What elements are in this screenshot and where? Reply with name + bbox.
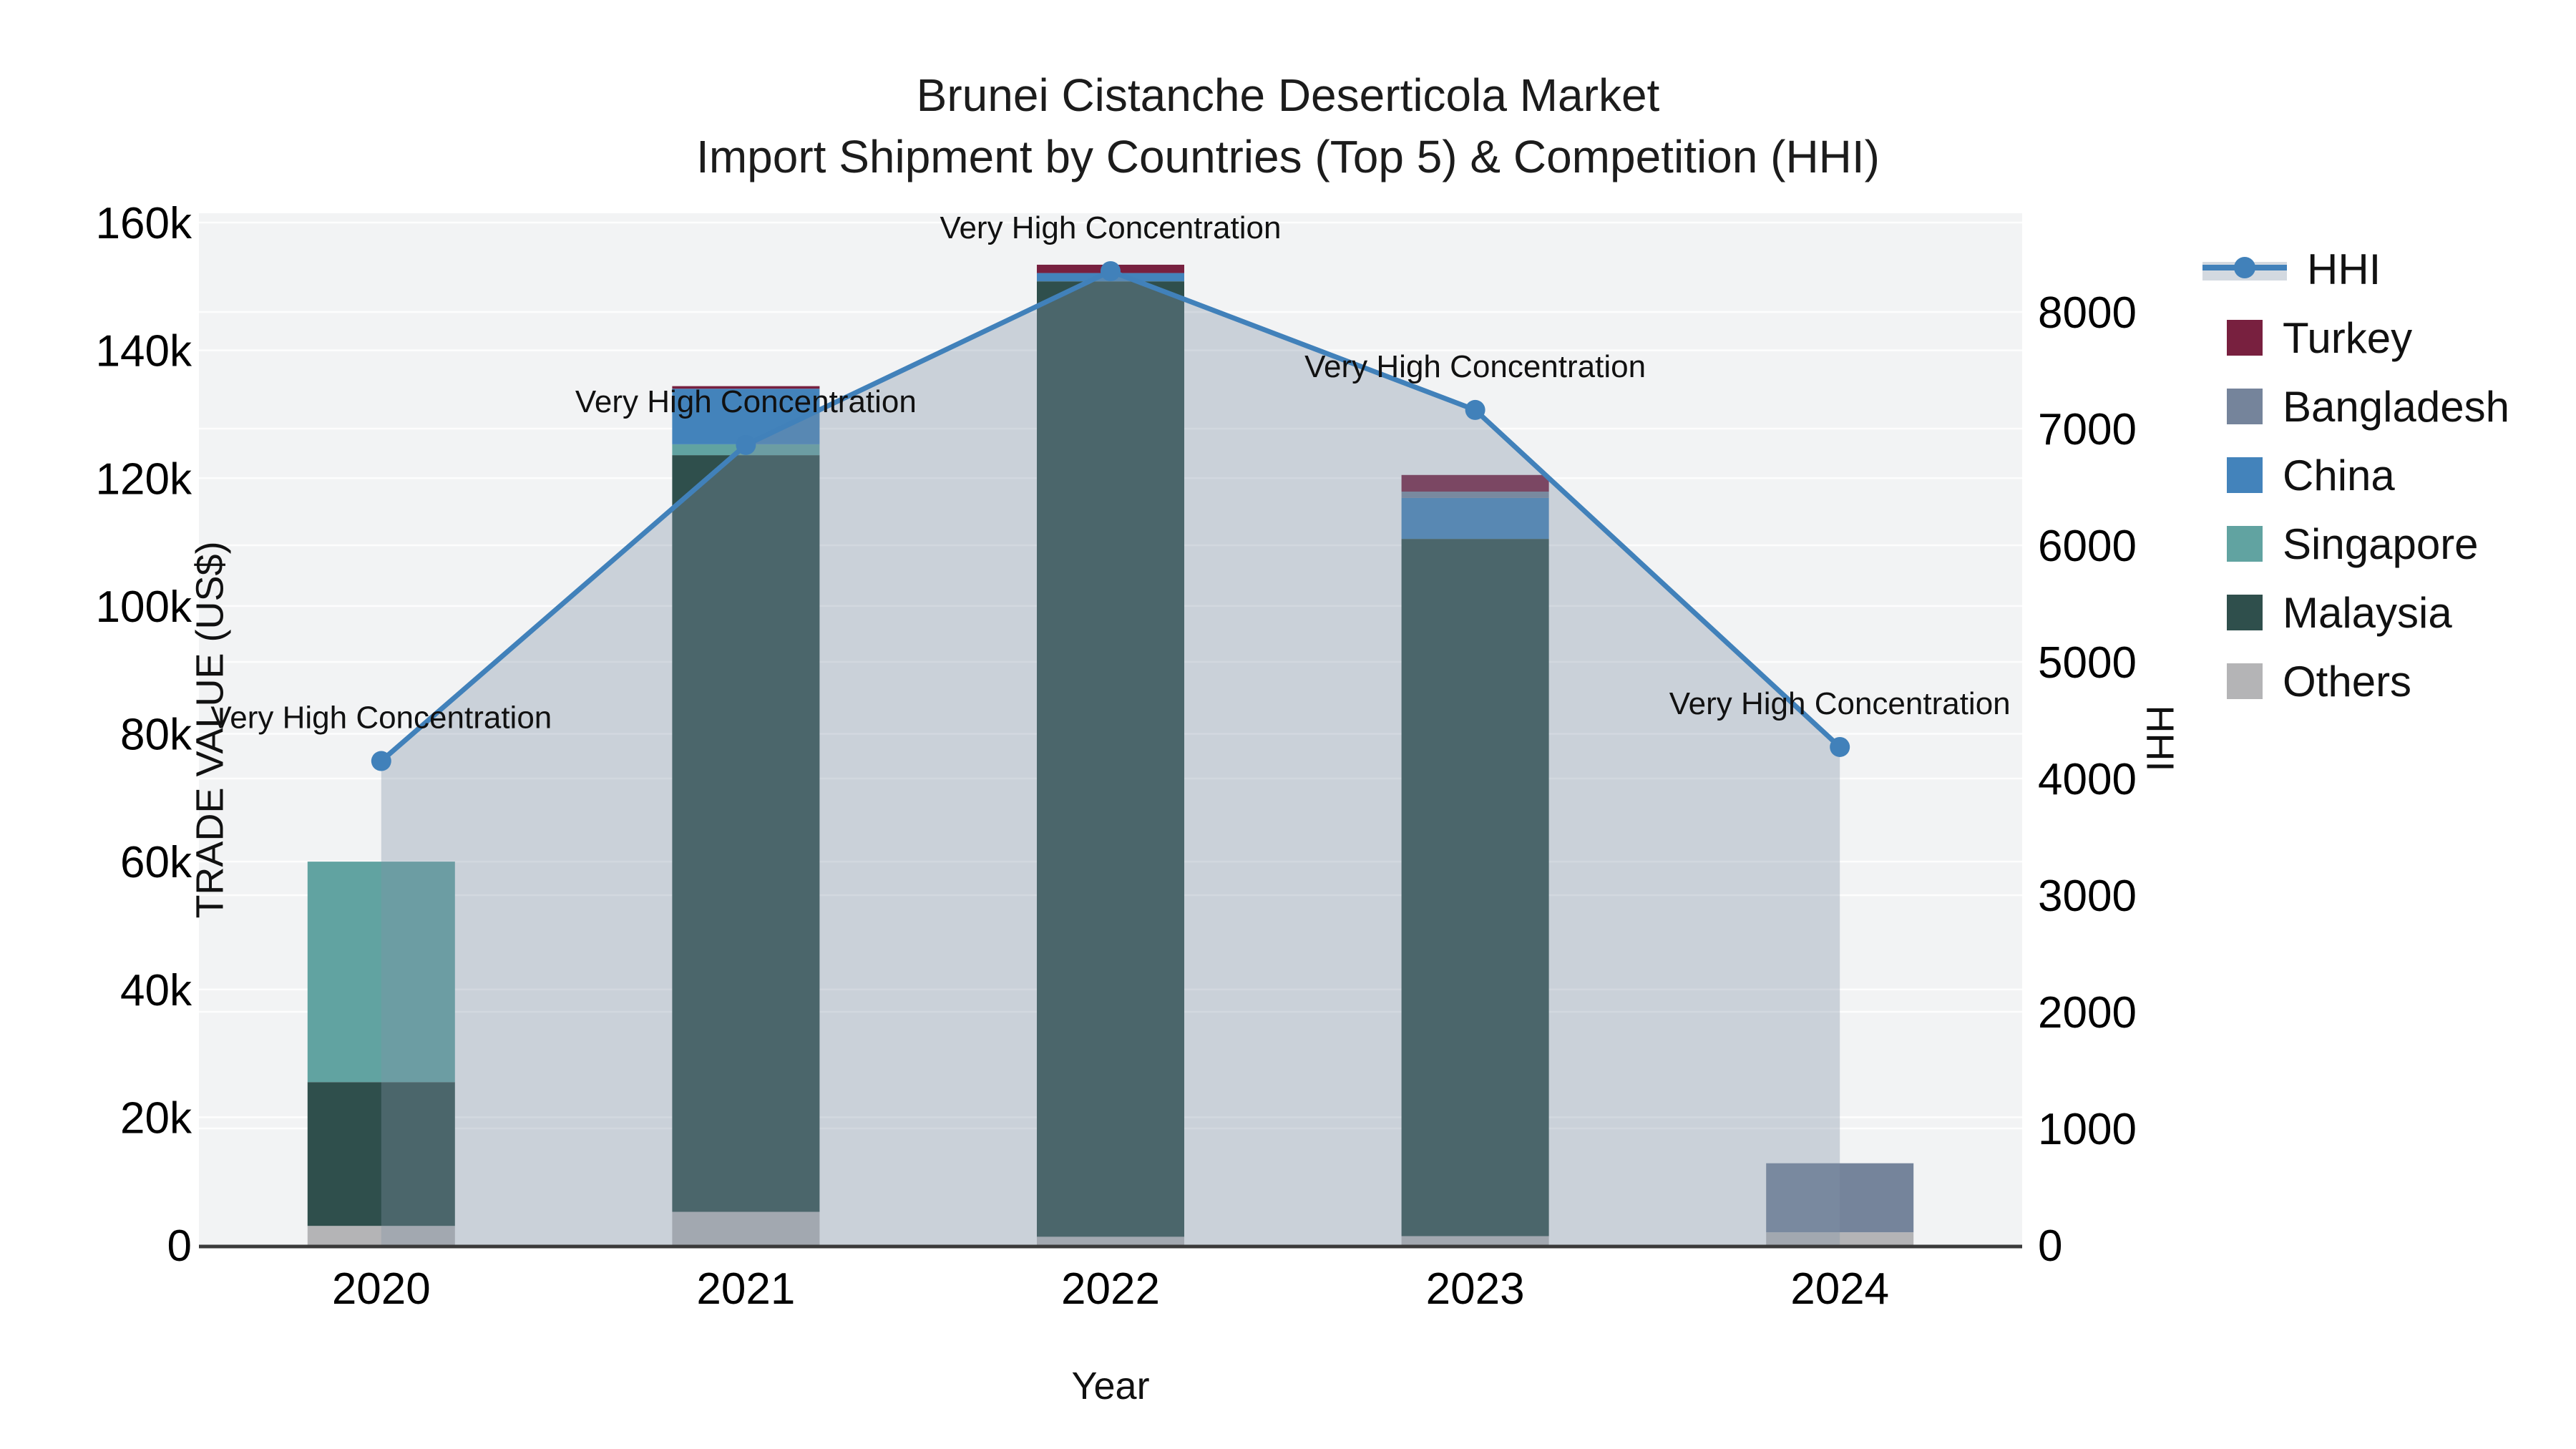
legend-item-hhi[interactable]: HHI xyxy=(2202,235,2509,303)
bar-segment-others-2022[interactable] xyxy=(1037,1236,1184,1245)
y2-tick-label: 4000 xyxy=(2038,755,2137,804)
y2-tick-label: 0 xyxy=(2038,1221,2062,1271)
malaysia-swatch-icon xyxy=(2227,595,2263,630)
legend-label: Turkey xyxy=(2283,313,2413,362)
annotation-2020: Very High Concentration xyxy=(210,701,552,736)
china-swatch-icon xyxy=(2227,457,2263,493)
bar-segment-turkey-2023[interactable] xyxy=(1401,474,1549,492)
singapore-swatch-icon xyxy=(2227,526,2263,562)
y2-tick-label: 3000 xyxy=(2038,872,2137,921)
annotation-2024: Very High Concentration xyxy=(1669,686,2011,721)
y-tick-label: 160k xyxy=(96,199,192,248)
x-tick-label: 2020 xyxy=(332,1264,431,1314)
y-tick-label: 60k xyxy=(120,838,192,887)
right-axis-title: HHI xyxy=(2138,705,2182,772)
bar-segment-others-2023[interactable] xyxy=(1401,1236,1549,1245)
y-tick-label: 120k xyxy=(96,454,192,504)
hhi-marker-2023[interactable] xyxy=(1465,399,1485,420)
legend-label: Malaysia xyxy=(2283,588,2452,637)
y2-tick-label: 6000 xyxy=(2038,522,2137,571)
x-tick-label: 2021 xyxy=(696,1264,795,1314)
bar-segment-malaysia-2020[interactable] xyxy=(307,1082,455,1226)
bar-segment-china-2023[interactable] xyxy=(1401,497,1549,540)
bar-segment-turkey-2021[interactable] xyxy=(672,386,820,389)
y-tick-label: 40k xyxy=(120,966,192,1015)
legend-label: Others xyxy=(2283,657,2412,706)
annotation-2021: Very High Concentration xyxy=(575,384,917,419)
annotation-2022: Very High Concentration xyxy=(940,210,1282,245)
x-axis-title: Year xyxy=(1071,1365,1150,1407)
legend-item-turkey[interactable]: Turkey xyxy=(2202,303,2509,372)
y-tick-label: 80k xyxy=(120,711,192,760)
hhi-marker-2022[interactable] xyxy=(1101,260,1121,281)
y-tick-label: 100k xyxy=(96,582,192,632)
bar-segment-malaysia-2023[interactable] xyxy=(1401,539,1549,1236)
turkey-swatch-icon xyxy=(2227,320,2263,356)
bangladesh-swatch-icon xyxy=(2227,389,2263,424)
bar-segment-singapore-2020[interactable] xyxy=(307,862,455,1083)
x-tick-label: 2024 xyxy=(1790,1264,1889,1314)
y2-tick-label: 7000 xyxy=(2038,405,2137,454)
y2-tick-label: 5000 xyxy=(2038,638,2137,688)
hhi-marker-2020[interactable] xyxy=(371,751,391,771)
annotation-2023: Very High Concentration xyxy=(1304,349,1646,384)
legend-label: Bangladesh xyxy=(2283,382,2509,431)
y-tick-label: 20k xyxy=(120,1093,192,1143)
legend-item-bangladesh[interactable]: Bangladesh xyxy=(2202,372,2509,441)
left-axis-title: TRADE VALUE (US$) xyxy=(188,541,232,919)
bar-segment-bangladesh-2023[interactable] xyxy=(1401,492,1549,498)
bar-segment-others-2024[interactable] xyxy=(1766,1232,1914,1245)
hhi-area-fill xyxy=(381,270,1840,1246)
hhi-marker-2024[interactable] xyxy=(1830,736,1850,757)
y2-tick-label: 2000 xyxy=(2038,988,2137,1038)
y2-tick-label: 8000 xyxy=(2038,288,2137,338)
y-tick-label: 140k xyxy=(96,327,192,376)
x-tick-label: 2022 xyxy=(1061,1264,1160,1314)
x-tick-label: 2023 xyxy=(1426,1264,1525,1314)
legend: HHI Turkey Bangladesh China Singapore Malaysi… xyxy=(2202,235,2509,716)
chart-title-line1: Brunei Cistanche Deserticola Market xyxy=(916,69,1660,121)
hhi-line-swatch-icon xyxy=(2202,255,2287,283)
legend-item-malaysia[interactable]: Malaysia xyxy=(2202,578,2509,647)
bar-segment-malaysia-2021[interactable] xyxy=(672,455,820,1212)
legend-item-china[interactable]: China xyxy=(2202,441,2509,509)
y-tick-label: 0 xyxy=(167,1221,192,1271)
legend-item-singapore[interactable]: Singapore xyxy=(2202,509,2509,578)
others-swatch-icon xyxy=(2227,663,2263,699)
y2-tick-label: 1000 xyxy=(2038,1105,2137,1154)
legend-item-others[interactable]: Others xyxy=(2202,647,2509,716)
bar-segment-bangladesh-2024[interactable] xyxy=(1766,1163,1914,1233)
legend-label: Singapore xyxy=(2283,519,2479,568)
bar-segment-others-2021[interactable] xyxy=(672,1211,820,1245)
legend-label: China xyxy=(2283,451,2395,499)
chart-title-line2: Import Shipment by Countries (Top 5) & C… xyxy=(696,131,1880,182)
legend-label: HHI xyxy=(2307,245,2381,293)
hhi-marker-2021[interactable] xyxy=(736,434,756,455)
bar-segment-others-2020[interactable] xyxy=(307,1226,455,1245)
bar-segment-malaysia-2022[interactable] xyxy=(1037,281,1184,1237)
